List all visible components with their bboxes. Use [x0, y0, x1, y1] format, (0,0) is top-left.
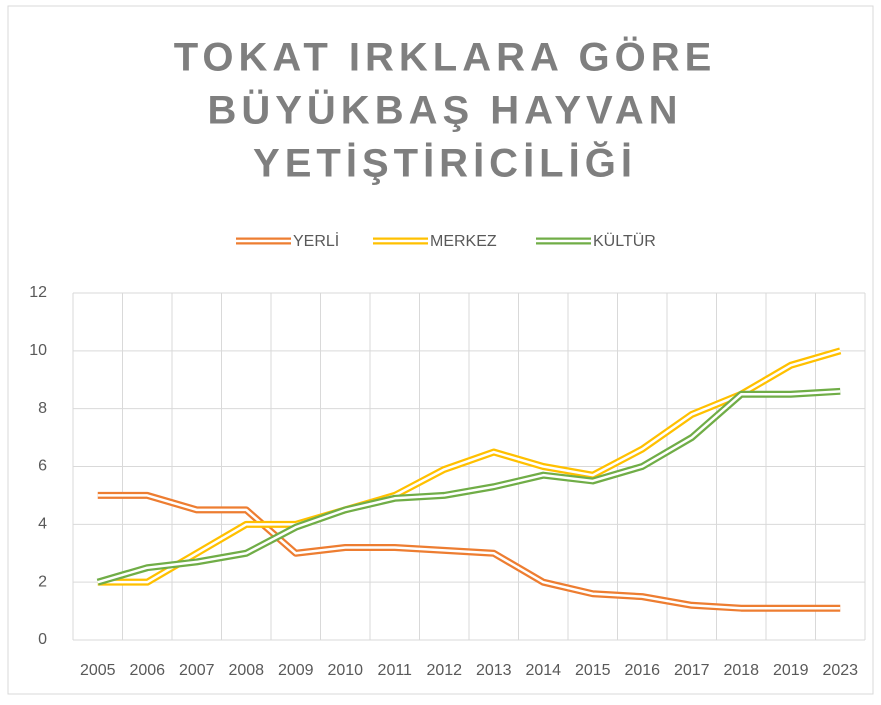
- legend-label: KÜLTÜR: [593, 232, 656, 250]
- chart-title: YETİŞTİRİCİLİĞİ: [253, 140, 637, 186]
- x-tick-label: 2006: [129, 662, 165, 679]
- x-tick-label: 2008: [228, 662, 264, 679]
- y-tick-label: 10: [29, 342, 47, 359]
- y-tick-label: 6: [38, 458, 47, 475]
- x-tick-label: 2010: [327, 662, 363, 679]
- series-line-inner: [97, 349, 841, 584]
- x-tick-label: 2019: [773, 662, 809, 679]
- y-tick-label: 4: [38, 516, 47, 533]
- x-tick-label: 2011: [378, 662, 413, 679]
- x-tick-label: 2023: [822, 662, 858, 679]
- x-tick-label: 2014: [525, 662, 561, 679]
- y-tick-label: 0: [38, 631, 47, 648]
- legend-label: MERKEZ: [430, 233, 497, 250]
- legend-label: YERLİ: [293, 231, 339, 250]
- y-tick-label: 2: [38, 573, 47, 590]
- x-tick-label: 2015: [575, 662, 611, 679]
- y-tick-label: 12: [29, 284, 47, 301]
- x-tick-label: 2017: [674, 662, 710, 679]
- x-tick-label: 2005: [80, 662, 116, 679]
- chart-title: BÜYÜKBAŞ HAYVAN: [207, 88, 682, 133]
- series-line-inner: [97, 494, 841, 610]
- x-tick-label: 2013: [476, 662, 512, 679]
- x-tick-label: 2018: [723, 662, 759, 679]
- y-tick-label: 8: [38, 400, 47, 417]
- chart-title: TOKAT IRKLARA GÖRE: [174, 35, 717, 80]
- x-tick-label: 2009: [278, 662, 314, 679]
- x-tick-label: 2007: [179, 662, 215, 679]
- series-line-inner: [97, 390, 841, 584]
- x-tick-label: 2012: [426, 662, 462, 679]
- x-tick-label: 2016: [624, 662, 660, 679]
